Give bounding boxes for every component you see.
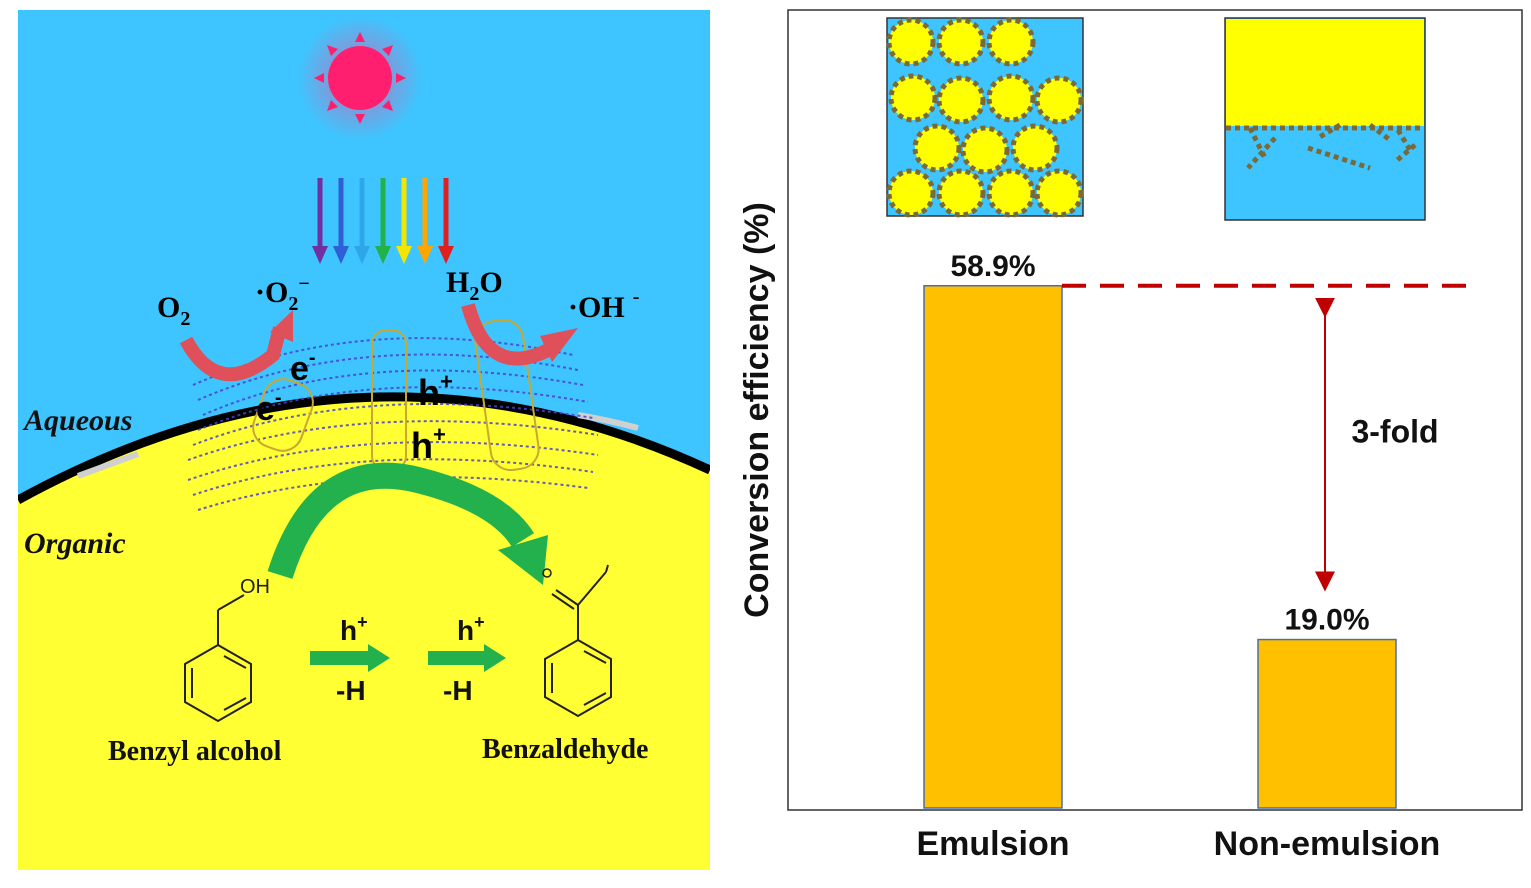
bar-value-label: 19.0% [1284,604,1369,637]
step-hole-label: h+ [340,612,368,646]
light-ray-head [312,246,328,264]
oxidation-arrow [461,303,578,366]
light-ray-head [354,246,370,264]
benzyl-alcohol-structure [184,594,252,723]
non-emulsion-inset [1224,17,1426,221]
fold-annotation: 3-fold [1351,414,1438,450]
conversion-chart: Conversion efficiency (%) 58.9% Emulsion 1… [738,9,1523,863]
superoxide-label: ·O2− [255,273,310,315]
bars-group: 58.9% Emulsion 19.0% Non-emulsion [916,250,1440,863]
x-tick-label: Emulsion [916,825,1069,863]
step-arrow [428,644,506,672]
x-tick-label: Non-emulsion [1214,825,1441,863]
droplet [888,73,938,123]
benzaldehyde-structure [544,564,612,718]
conversion-arrow [267,462,548,585]
droplet [1034,168,1084,218]
aqueous-phase-label: Aqueous [22,404,132,437]
hydroxyl-group-label: OH [240,576,270,598]
carbonyl-oxygen-icon [542,568,552,578]
hole-label: h+ [418,369,453,413]
droplet [1034,75,1084,125]
droplet [960,125,1010,175]
step-hydrogen-label: -H [443,675,473,706]
reduction-arrow [179,310,293,382]
electron-label: e- [290,347,316,388]
droplet [936,17,986,67]
droplet [886,168,936,218]
droplet [936,75,986,125]
light-ray-head [438,246,454,264]
hydroxyl-label: ·OH - [568,286,639,324]
plot-frame [787,9,1523,811]
interface-highlight [76,451,140,479]
emulsion-inset [886,17,1084,218]
droplet [986,17,1036,67]
electron-label: e- [256,387,282,428]
light-ray-head [417,246,433,264]
droplet [986,73,1036,123]
droplet [1010,123,1060,173]
hole-label: h+ [411,422,446,466]
step-hydrogen-label: -H [336,675,366,706]
emulsion-droplets [886,17,1084,218]
bar-value-label: 58.9% [950,250,1035,283]
reaction-scheme: O2 ·O2− H2O ·OH - e- e- h+ h+ Aqueous Org… [18,10,710,870]
light-ray-head [375,246,391,264]
water-label: H2O [446,266,503,305]
step-hole-label: h+ [457,612,485,646]
light-rays [312,178,454,264]
droplet [912,123,962,173]
droplet [986,168,1036,218]
oxygen-label: O2 [157,291,190,330]
light-ray-head [333,246,349,264]
reactant-label: Benzyl alcohol [108,736,282,767]
droplet-interface [18,392,710,504]
product-label: Benzaldehyde [482,734,648,765]
y-axis-label: Conversion efficiency (%) [738,202,776,618]
droplet [936,168,986,218]
droplet [886,17,936,67]
organic-phase-label: Organic [24,527,126,560]
light-ray-head [396,246,412,264]
bar [923,285,1063,809]
bar [1257,638,1397,809]
sun-icon [298,16,422,140]
step-arrow [310,644,390,672]
interface-highlight [577,412,639,431]
organic-phase [18,396,710,870]
